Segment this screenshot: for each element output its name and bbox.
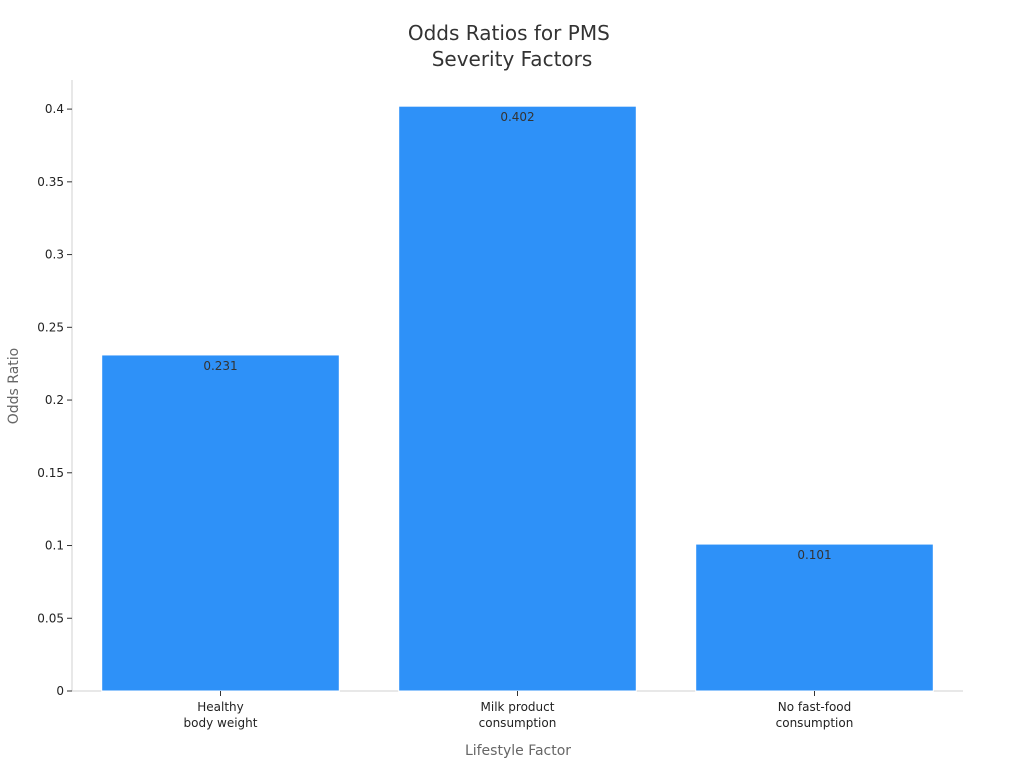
x-tick-label-line: consumption xyxy=(776,716,854,730)
y-tick-label: 0.15 xyxy=(37,466,64,480)
bar xyxy=(398,105,637,692)
y-tick-label: 0.1 xyxy=(45,539,64,553)
bar-value-label: 0.402 xyxy=(500,110,534,124)
x-tick-label-line: Healthy xyxy=(197,700,244,714)
chart-title-line-1: Odds Ratios for PMS xyxy=(408,21,610,45)
y-axis-title: Odds Ratio xyxy=(6,348,22,424)
x-tick-label-line: body weight xyxy=(184,716,258,730)
y-tick-label: 0.2 xyxy=(45,393,64,407)
x-tick-label: No fast-food consumption xyxy=(776,700,854,730)
bar xyxy=(101,354,340,692)
x-tick-label: Healthy body weight xyxy=(184,700,258,730)
x-axis-title: Lifestyle Factor xyxy=(465,743,571,759)
y-tick-label: 0 xyxy=(56,684,64,698)
bar xyxy=(695,543,934,692)
x-tick-label-line: Milk product xyxy=(481,700,555,714)
chart-title: Odds Ratios for PMS Severity Factors xyxy=(408,21,616,71)
bar-value-label: 0.101 xyxy=(797,548,831,562)
x-tick-label-line: consumption xyxy=(479,716,557,730)
y-tick-label: 0.35 xyxy=(37,175,64,189)
x-tick-label: Milk product consumption xyxy=(479,700,557,730)
chart-title-line-2: Severity Factors xyxy=(432,47,593,71)
y-tick-label: 0.05 xyxy=(37,611,64,625)
y-tick-label: 0.4 xyxy=(45,102,64,116)
y-tick-label: 0.25 xyxy=(37,320,64,334)
x-tick-label-line: No fast-food xyxy=(778,700,852,714)
y-tick-label: 0.3 xyxy=(45,248,64,262)
bar-value-label: 0.231 xyxy=(203,359,237,373)
plot-area: 0 0.05 0.1 0.15 0.2 0.25 0.3 0.35 0.4 0.231 Health… xyxy=(37,80,963,730)
